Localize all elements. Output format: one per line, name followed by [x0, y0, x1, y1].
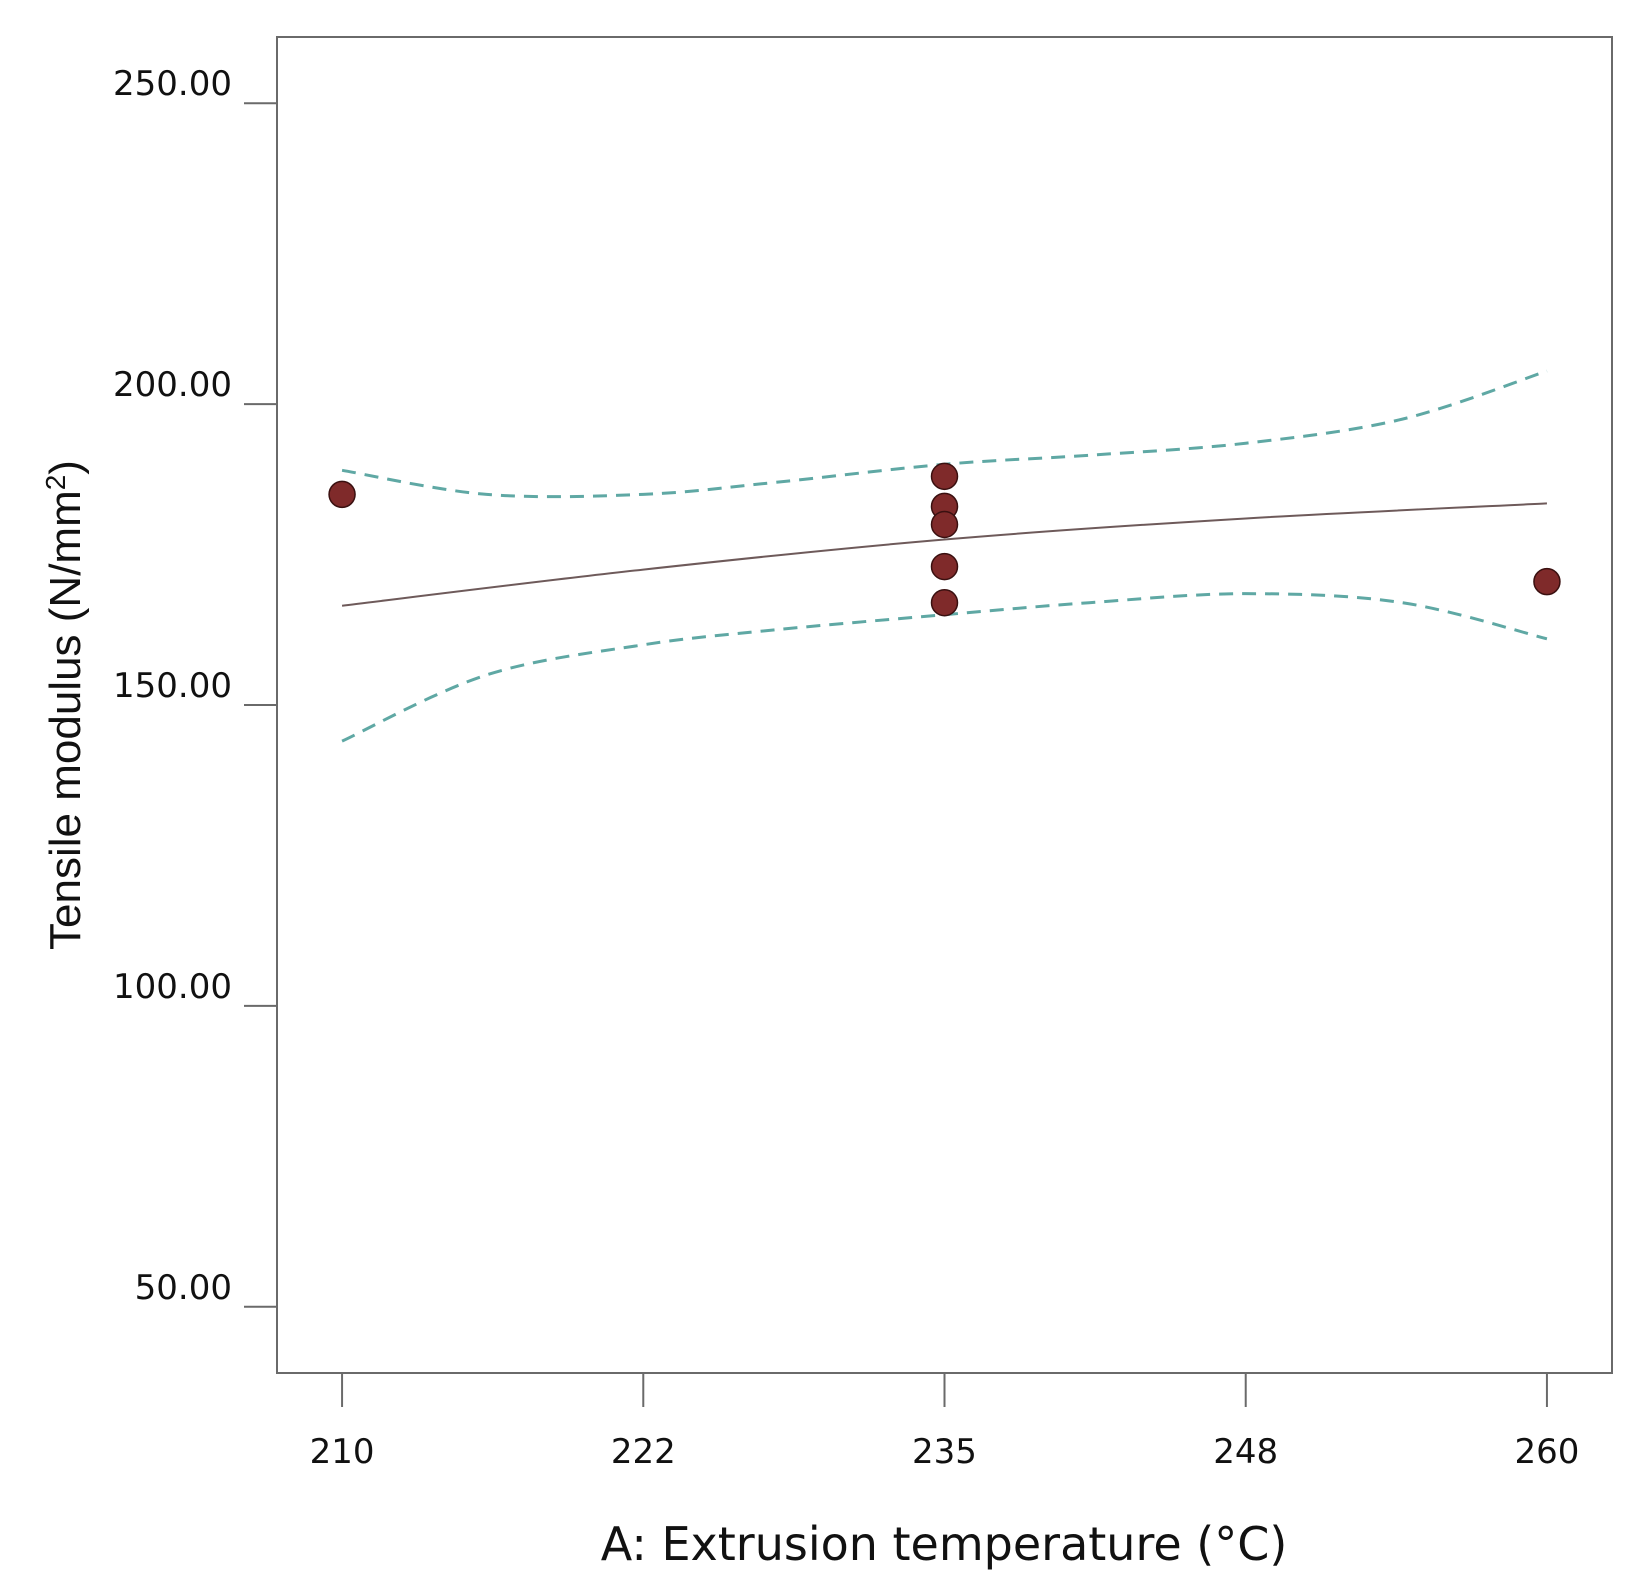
x-tick-label: 222 — [611, 1432, 676, 1472]
y-tick-label: 150.00 — [113, 666, 232, 706]
y-tick-label: 100.00 — [113, 967, 232, 1007]
y-tick-label: 50.00 — [135, 1268, 232, 1308]
plot-frame — [276, 36, 1613, 1374]
y-axis: 50.00 100.00 150.00 200.00 250.00 — [113, 64, 277, 1308]
y-tick-label: 250.00 — [113, 64, 232, 104]
data-point — [930, 552, 959, 581]
y-axis-title: Tensile modulus (N/mm2) — [40, 460, 91, 950]
x-tick-label: 248 — [1213, 1432, 1278, 1472]
y-axis-title-superscript: 2 — [40, 475, 71, 491]
data-point — [930, 510, 959, 539]
plot-area — [328, 369, 1561, 743]
x-tick-label: 260 — [1514, 1432, 1579, 1472]
x-axis: 210 222 235 248 260 — [310, 1373, 1579, 1472]
x-axis-title: A: Extrusion temperature (°C) — [601, 1517, 1288, 1571]
y-axis-title-text: Tensile modulus (N/mm — [41, 490, 90, 950]
y-tick-label: 200.00 — [113, 365, 232, 405]
data-point — [930, 588, 959, 617]
x-tick-label: 210 — [310, 1432, 375, 1472]
data-point — [1533, 567, 1561, 596]
fit-line — [341, 502, 1547, 607]
y-axis-title-close: ) — [41, 460, 90, 475]
data-point — [930, 462, 959, 491]
x-tick-label: 235 — [912, 1432, 977, 1472]
data-point — [328, 480, 356, 509]
